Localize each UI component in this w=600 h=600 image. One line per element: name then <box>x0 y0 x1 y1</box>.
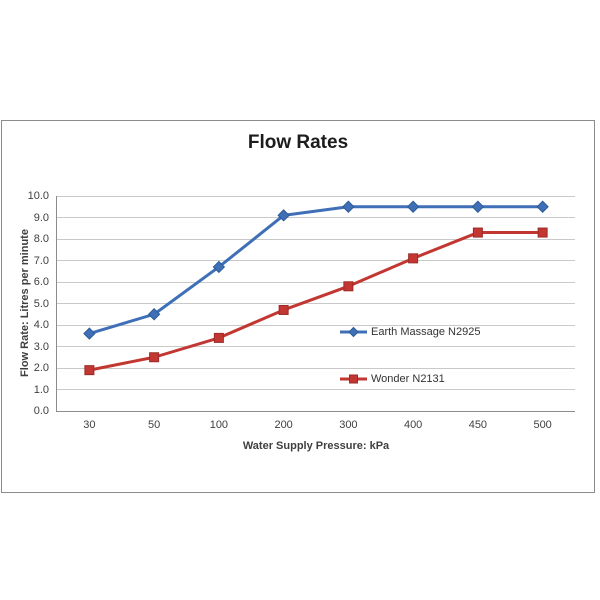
y-tick-label: 2.0 <box>33 362 49 374</box>
legend-label: Wonder N2131 <box>371 373 445 385</box>
series-marker-square <box>472 227 483 238</box>
series-marker-diamond <box>471 200 485 213</box>
x-tick-label: 30 <box>83 419 96 431</box>
y-tick-label: 8.0 <box>33 233 49 245</box>
series-marker-diamond <box>536 200 549 213</box>
y-tick-label: 1.0 <box>33 383 49 396</box>
series-marker-square <box>84 365 95 376</box>
series-marker-square <box>278 304 289 315</box>
y-tick-label: 0.0 <box>33 405 49 417</box>
x-tick-label: 200 <box>274 419 293 431</box>
plot-area: Water Supply Pressure: kPa 0.0 1.0 2.0 3.0 4… <box>28 190 575 452</box>
y-tick-label: 5.0 <box>33 297 49 310</box>
series-marker-diamond <box>212 260 226 274</box>
x-tick-label: 450 <box>468 419 488 431</box>
series-marker-diamond <box>406 200 420 213</box>
legend-marker-square-icon <box>340 374 367 384</box>
gridline <box>57 217 575 218</box>
gridline <box>57 238 575 240</box>
x-tick-label: 300 <box>339 419 358 431</box>
gridline <box>57 260 575 261</box>
gridline <box>57 324 575 326</box>
series-marker-square <box>408 253 419 264</box>
legend-entry: Wonder N2131 <box>340 372 445 386</box>
x-tick-label: 500 <box>533 419 552 431</box>
gridline <box>57 303 575 304</box>
x-axis-title: Water Supply Pressure: kPa <box>242 440 390 452</box>
series-marker-diamond <box>147 308 161 321</box>
gridline <box>57 346 575 347</box>
legend-entry: Earth Massage N2925 <box>340 325 480 339</box>
gridline <box>57 195 575 197</box>
x-tick-label: 50 <box>148 419 161 431</box>
x-tick-label: 400 <box>403 419 423 431</box>
x-tick-label: 100 <box>209 419 229 431</box>
series-marker-square <box>149 352 160 363</box>
y-tick-label: 9.0 <box>33 211 49 224</box>
series-line <box>87 205 545 336</box>
chart-title: Flow Rates <box>247 132 349 153</box>
series-line <box>87 231 545 372</box>
gridline <box>57 389 575 390</box>
gridline <box>57 281 575 283</box>
chart-container: Flow Rates Flow Rate: Litres per minute … <box>1 120 595 493</box>
series-marker-square <box>343 281 354 292</box>
legend-marker-diamond-icon <box>340 326 367 338</box>
series-marker-square <box>213 332 224 343</box>
y-tick-label: 10.0 <box>27 190 49 202</box>
y-tick-label: 6.0 <box>33 276 49 288</box>
legend-label: Earth Massage N2925 <box>371 326 481 338</box>
y-tick-label: 3.0 <box>33 340 49 353</box>
series-marker-square <box>537 227 548 238</box>
gridline <box>57 367 575 369</box>
y-tick-label: 4.0 <box>33 319 49 331</box>
series-marker-diamond <box>277 209 290 222</box>
series-marker-diamond <box>83 327 96 340</box>
series-marker-diamond <box>342 200 355 213</box>
y-tick-label: 7.0 <box>33 254 49 267</box>
series-plot-svg <box>83 200 549 376</box>
